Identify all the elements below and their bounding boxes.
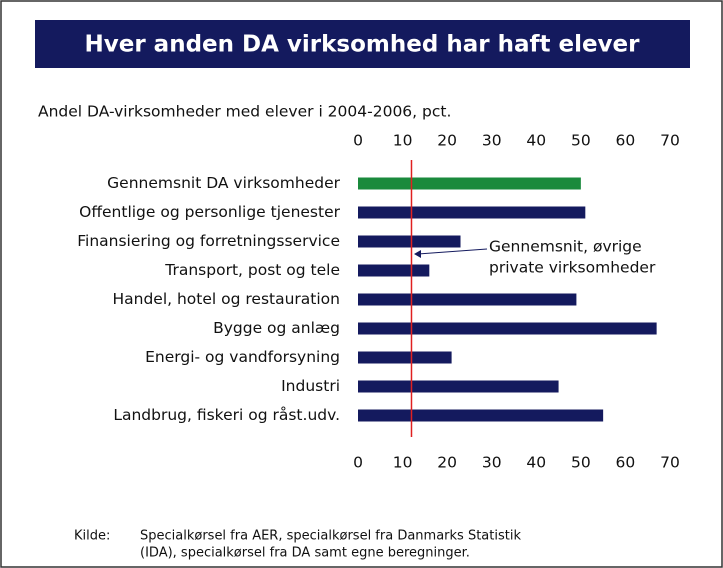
bar xyxy=(358,409,604,422)
x-tick-label: 20 xyxy=(437,454,457,472)
annotation-arrow xyxy=(417,248,488,255)
x-tick-label: 40 xyxy=(526,454,546,472)
bar xyxy=(358,322,657,335)
y-tick-label: Transport, post og tele xyxy=(164,261,340,279)
x-tick-label: 10 xyxy=(393,132,413,150)
title-banner xyxy=(35,20,690,68)
y-tick-label: Industri xyxy=(281,377,340,395)
x-tick-label: 40 xyxy=(526,132,546,150)
x-tick-label: 60 xyxy=(616,132,636,150)
y-tick-label: Handel, hotel og restauration xyxy=(112,290,340,308)
x-tick-label: 30 xyxy=(482,132,502,150)
bar xyxy=(358,235,461,248)
y-tick-label: Energi- og vandforsyning xyxy=(145,348,340,366)
bar xyxy=(358,264,430,277)
annotation: Gennemsnit, øvrige xyxy=(489,238,642,256)
x-tick-label: 50 xyxy=(571,132,591,150)
y-tick-label: Landbrug, fiskeri og råst.udv. xyxy=(113,406,340,424)
x-tick-label: 20 xyxy=(437,132,457,150)
x-tick-label: 70 xyxy=(660,454,680,472)
x-tick-label: 50 xyxy=(571,454,591,472)
x-tick-label: 0 xyxy=(353,454,363,472)
bar xyxy=(358,293,577,306)
bar xyxy=(358,206,586,219)
y-tick-label: Bygge og anlæg xyxy=(213,319,340,337)
annotation: private virksomheder xyxy=(489,259,656,277)
x-tick-label: 30 xyxy=(482,454,502,472)
bar xyxy=(358,351,452,364)
bar xyxy=(358,177,581,190)
annotation-arrowhead xyxy=(414,250,421,258)
x-tick-label: 60 xyxy=(616,454,636,472)
source-label: Kilde: xyxy=(74,529,110,544)
bar xyxy=(358,380,559,393)
source-line: (IDA), specialkørsel fra DA samt egne be… xyxy=(140,546,470,561)
y-tick-label: Finansiering og forretningsservice xyxy=(77,232,340,250)
chart-title: Hver anden DA virksomhed har haft elever xyxy=(84,32,640,58)
source-line: Specialkørsel fra AER, specialkørsel fra… xyxy=(140,529,521,544)
subtitle: Andel DA-virksomheder med elever i 2004-… xyxy=(38,103,451,121)
y-tick-label: Offentlige og personlige tjenester xyxy=(79,203,340,221)
x-tick-label: 10 xyxy=(393,454,413,472)
x-tick-label: 70 xyxy=(660,132,680,150)
y-tick-label: Gennemsnit DA virksomheder xyxy=(107,174,340,192)
x-tick-label: 0 xyxy=(353,132,363,150)
